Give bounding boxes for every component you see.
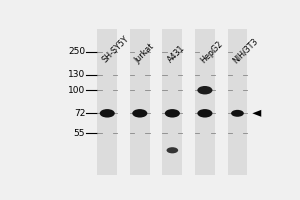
Ellipse shape (231, 110, 244, 117)
Bar (163, 29, 182, 175)
Text: HepG2: HepG2 (199, 39, 224, 65)
Text: 55: 55 (74, 129, 85, 138)
Bar (195, 29, 215, 175)
Bar (130, 29, 150, 175)
Ellipse shape (132, 109, 147, 118)
Ellipse shape (167, 147, 178, 153)
Bar (98, 29, 117, 175)
Text: Jurkat: Jurkat (134, 42, 156, 65)
Text: 100: 100 (68, 86, 85, 95)
Text: NIH/3T3: NIH/3T3 (231, 36, 260, 65)
Bar (228, 29, 247, 175)
Ellipse shape (197, 109, 212, 118)
Polygon shape (252, 110, 261, 117)
Text: 130: 130 (68, 70, 85, 79)
Text: A431: A431 (166, 44, 187, 65)
Text: 250: 250 (68, 47, 85, 56)
Ellipse shape (100, 109, 115, 118)
Text: 72: 72 (74, 109, 85, 118)
Text: SH-SY5Y: SH-SY5Y (101, 35, 131, 65)
Ellipse shape (165, 109, 180, 118)
Ellipse shape (197, 86, 212, 94)
